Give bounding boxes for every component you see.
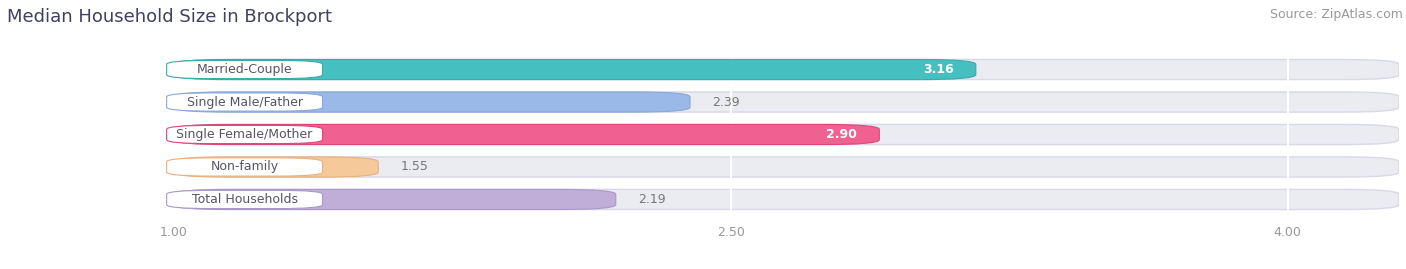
FancyBboxPatch shape bbox=[174, 189, 616, 210]
Text: 2.19: 2.19 bbox=[638, 193, 665, 206]
Text: Median Household Size in Brockport: Median Household Size in Brockport bbox=[7, 8, 332, 26]
Text: Married-Couple: Married-Couple bbox=[197, 63, 292, 76]
Text: 3.16: 3.16 bbox=[922, 63, 953, 76]
FancyBboxPatch shape bbox=[174, 157, 1399, 177]
Text: Single Male/Father: Single Male/Father bbox=[187, 95, 302, 108]
FancyBboxPatch shape bbox=[174, 189, 1399, 210]
Text: Source: ZipAtlas.com: Source: ZipAtlas.com bbox=[1270, 8, 1403, 21]
FancyBboxPatch shape bbox=[174, 59, 976, 80]
FancyBboxPatch shape bbox=[174, 125, 879, 144]
FancyBboxPatch shape bbox=[174, 59, 1399, 80]
Text: 2.39: 2.39 bbox=[713, 95, 740, 108]
Text: Non-family: Non-family bbox=[211, 161, 278, 174]
FancyBboxPatch shape bbox=[174, 92, 1399, 112]
Text: 1.55: 1.55 bbox=[401, 161, 429, 174]
FancyBboxPatch shape bbox=[174, 125, 1399, 144]
Text: Total Households: Total Households bbox=[191, 193, 298, 206]
FancyBboxPatch shape bbox=[167, 93, 322, 111]
FancyBboxPatch shape bbox=[174, 92, 690, 112]
FancyBboxPatch shape bbox=[167, 125, 322, 144]
FancyBboxPatch shape bbox=[167, 190, 322, 208]
Text: 2.90: 2.90 bbox=[827, 128, 858, 141]
Text: Single Female/Mother: Single Female/Mother bbox=[177, 128, 312, 141]
FancyBboxPatch shape bbox=[167, 158, 322, 176]
FancyBboxPatch shape bbox=[174, 157, 378, 177]
FancyBboxPatch shape bbox=[167, 61, 322, 79]
